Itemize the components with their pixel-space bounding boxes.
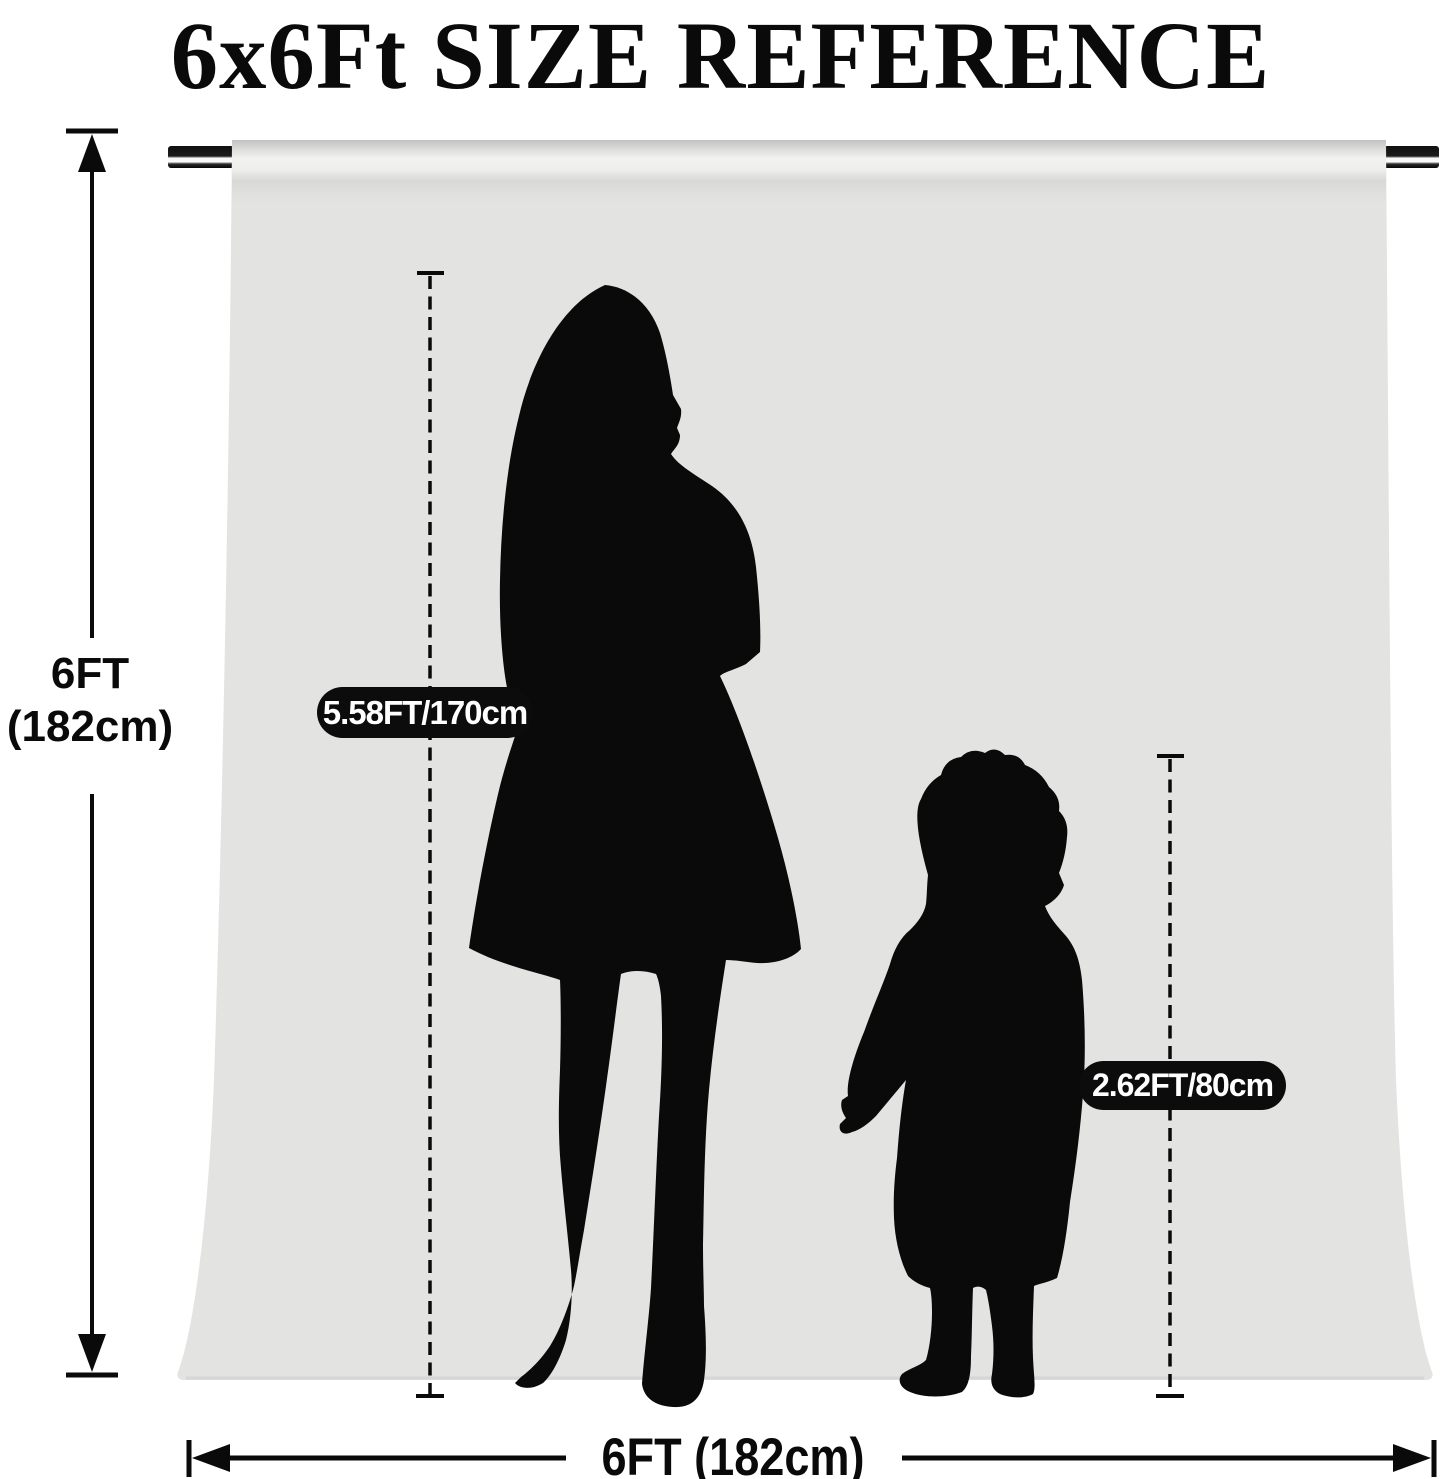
child-height-badge: 2.62FT/80cm (1079, 1061, 1286, 1110)
width-dimension-arrow (186, 1440, 1437, 1477)
woman-dashed-measure-line (416, 271, 444, 1398)
height-dimension-label: 6FT (182cm) (0, 648, 180, 754)
width-dimension-label: 6FT (182cm) (568, 1426, 898, 1479)
toddler-child-silhouette (839, 749, 1085, 1398)
page-title: 6x6Ft SIZE REFERENCE (170, 1, 1271, 110)
woman-height-badge: 5.58FT/170cm (317, 687, 533, 738)
height-dimension-cm: (182cm) (6, 701, 174, 751)
backdrop-fabric (177, 140, 1433, 1380)
height-dimension-arrow (66, 128, 118, 1378)
backdrop-top-roll (232, 140, 1386, 204)
backdrop-rod-right-end (1384, 146, 1439, 168)
height-dimension-feet: 6FT (50, 649, 130, 698)
adult-woman-silhouette (469, 285, 801, 1408)
backdrop-rod-left-end (168, 146, 234, 168)
